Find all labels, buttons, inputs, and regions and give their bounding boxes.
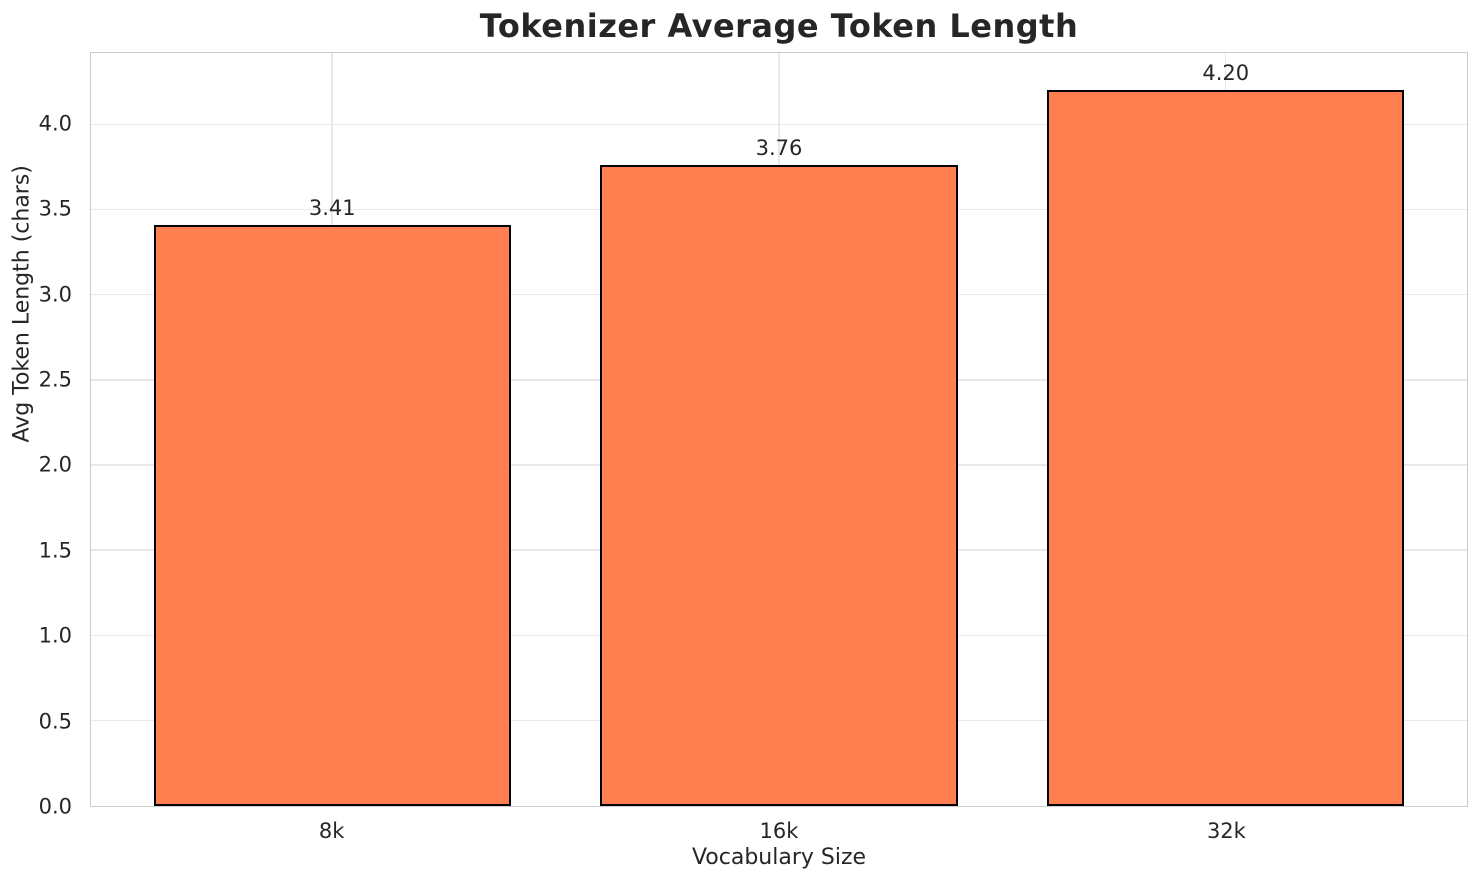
bar-16k <box>600 165 958 806</box>
bar-8k <box>153 225 511 806</box>
x-axis-label: Vocabulary Size <box>691 845 867 870</box>
y-tick-label: 1.5 <box>38 538 72 563</box>
x-tick-label-32k: 32k <box>1206 819 1246 843</box>
bar-value-label-32k: 4.20 <box>1202 61 1250 86</box>
y-tick-label: 1.0 <box>38 623 72 648</box>
x-axis-ticks: 8k 16k 32k <box>90 817 1468 845</box>
y-tick-label: 3.0 <box>38 282 72 307</box>
bar-value-label-8k: 3.41 <box>308 196 356 221</box>
x-tick-label-16k: 16k <box>759 819 799 843</box>
plot-area: 3.41 3.76 4.20 <box>90 52 1468 807</box>
y-axis-ticks: 0.0 0.5 1.0 1.5 2.0 2.5 3.0 3.5 4.0 <box>0 52 80 817</box>
y-tick-label: 4.0 <box>38 111 72 136</box>
chart-title: Tokenizer Average Token Length <box>479 7 1079 45</box>
y-tick-label: 2.5 <box>38 367 72 392</box>
x-tick-label-8k: 8k <box>318 819 345 843</box>
y-tick-label: 0.5 <box>38 709 72 734</box>
y-tick-label: 0.0 <box>38 794 72 819</box>
bar-value-label-16k: 3.76 <box>755 136 803 161</box>
y-tick-label: 3.5 <box>38 196 72 221</box>
y-tick-label: 2.0 <box>38 452 72 477</box>
bar-32k <box>1047 90 1405 806</box>
